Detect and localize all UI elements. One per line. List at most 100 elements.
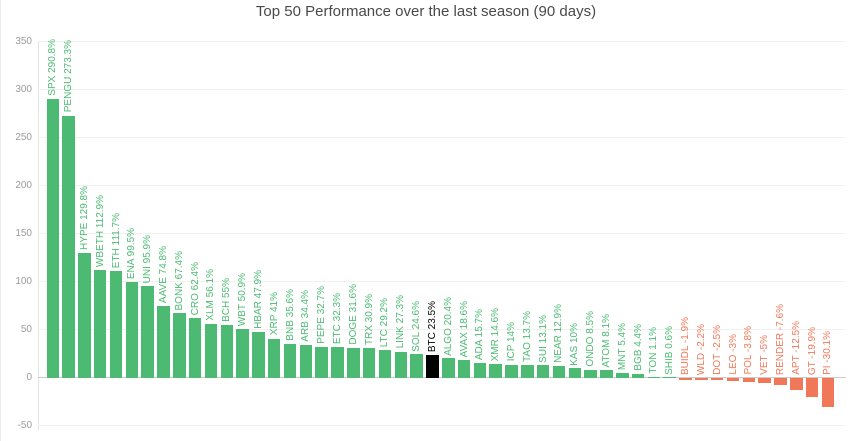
- bar-spx[interactable]: [46, 98, 59, 378]
- y-axis-tick-label: 350: [15, 36, 32, 47]
- bar-icp[interactable]: [505, 364, 518, 378]
- bar-value-label: BUIDL -1.9%: [680, 317, 692, 375]
- gridline: [38, 89, 846, 90]
- bar-bonk[interactable]: [173, 313, 186, 378]
- bar-value-label: LEO -3%: [727, 334, 739, 375]
- y-axis-tick-label: 250: [15, 132, 32, 143]
- gridline: [38, 281, 846, 282]
- gridline: [38, 329, 846, 330]
- bar-value-label: WBETH 112.9%: [94, 194, 106, 267]
- bar-leo[interactable]: [726, 378, 740, 381]
- bar-buidl[interactable]: [679, 378, 692, 380]
- bar-value-label: WBT 50.9%: [237, 272, 249, 327]
- bar-pengu[interactable]: [62, 115, 75, 378]
- bar-arb[interactable]: [299, 344, 313, 378]
- bar-value-label: BNB 35.6%: [284, 289, 296, 341]
- bar-value-label: SHIB 0.6%: [664, 325, 676, 375]
- bar-bch[interactable]: [220, 325, 234, 378]
- bar-kas[interactable]: [568, 368, 582, 378]
- bar-value-label: AVAX 18.6%: [458, 300, 470, 358]
- y-axis-tick-label: 300: [15, 84, 32, 95]
- bar-value-label: AAVE 74.8%: [157, 246, 169, 304]
- bar-value-label: MNT 5.4%: [616, 322, 628, 370]
- bar-value-label: DOGE 31.6%: [347, 284, 359, 345]
- bar-tao[interactable]: [521, 364, 534, 378]
- bar-ada[interactable]: [473, 362, 487, 378]
- bar-apt[interactable]: [790, 378, 803, 390]
- y-axis-tick-label: 200: [15, 180, 32, 191]
- bar-pol[interactable]: [742, 378, 756, 382]
- bar-etc[interactable]: [331, 347, 344, 378]
- bar-value-label: ICP 14%: [506, 322, 518, 362]
- bar-bnb[interactable]: [283, 343, 297, 378]
- bar-atom[interactable]: [600, 370, 613, 378]
- gridline: [38, 425, 846, 426]
- bar-value-label: PEPE 32.7%: [316, 285, 328, 344]
- bar-sui[interactable]: [536, 365, 550, 378]
- gridline: [38, 137, 846, 138]
- bar-xrp[interactable]: [267, 338, 281, 378]
- bar-cro[interactable]: [188, 318, 202, 378]
- bar-bgb[interactable]: [631, 373, 645, 378]
- bar-value-label: ALGO 20.4%: [442, 296, 454, 356]
- chart-title: Top 50 Performance over the last season …: [255, 3, 597, 20]
- bar-value-label: SOL 24.6%: [411, 300, 423, 352]
- bar-algo[interactable]: [442, 358, 455, 378]
- y-axis-tick-label: 100: [15, 276, 32, 287]
- bar-vet[interactable]: [758, 378, 771, 383]
- bar-doge[interactable]: [347, 347, 360, 378]
- y-axis-tick-label: 50: [20, 324, 32, 335]
- bar-value-label: LTC 29.2%: [379, 297, 391, 347]
- bar-value-label: DOT -2.5%: [711, 325, 723, 375]
- gridline: [38, 41, 846, 42]
- bar-value-label: TRX 30.9%: [363, 294, 375, 346]
- bar-hype[interactable]: [78, 253, 91, 378]
- bar-uni[interactable]: [141, 285, 154, 378]
- bar-ena[interactable]: [125, 282, 139, 378]
- bar-wbeth[interactable]: [93, 269, 107, 378]
- bar-value-label: PENGU 273.3%: [63, 40, 75, 113]
- bar-ltc[interactable]: [378, 349, 392, 378]
- bar-btc[interactable]: [426, 355, 439, 378]
- bar-dot[interactable]: [710, 378, 724, 381]
- bar-value-label: SUI 13.1%: [537, 314, 549, 363]
- bar-ton[interactable]: [647, 376, 661, 378]
- bar-aave[interactable]: [157, 306, 170, 378]
- bar-avax[interactable]: [457, 360, 471, 378]
- bar-value-label: NEAR 12.9%: [553, 303, 565, 363]
- bar-value-label: HYPE 129.8%: [78, 186, 90, 251]
- bar-wbt[interactable]: [236, 329, 249, 378]
- bar-gt[interactable]: [805, 378, 819, 398]
- gridline: [38, 233, 846, 234]
- bar-trx[interactable]: [362, 348, 376, 378]
- bar-value-label: ATOM 8.1%: [600, 313, 612, 368]
- bar-value-label: APT -12.5%: [790, 321, 802, 375]
- bar-hbar[interactable]: [252, 332, 265, 378]
- bar-value-label: RENDER -7.6%: [774, 303, 786, 375]
- bar-value-label: XRP 41%: [268, 292, 280, 336]
- bar-ondo[interactable]: [584, 369, 597, 378]
- bar-eth[interactable]: [109, 270, 123, 378]
- bar-shib[interactable]: [663, 377, 676, 378]
- bar-value-label: ARB 34.4%: [300, 290, 312, 342]
- bar-value-label: LINK 27.3%: [395, 295, 407, 349]
- bar-value-label: GT -19.9%: [806, 326, 818, 375]
- bar-mnt[interactable]: [616, 372, 629, 378]
- bar-value-label: SPX 290.8%: [47, 39, 59, 96]
- bar-value-label: XLM 56.1%: [205, 269, 217, 322]
- bar-value-label: CRO 62.4%: [189, 261, 201, 316]
- bar-render[interactable]: [774, 378, 787, 386]
- bar-pi[interactable]: [821, 378, 835, 407]
- bar-sol[interactable]: [410, 354, 423, 378]
- bar-pepe[interactable]: [315, 346, 328, 378]
- bar-near[interactable]: [552, 365, 566, 378]
- bar-wld[interactable]: [695, 378, 708, 381]
- bar-xmr[interactable]: [489, 363, 502, 378]
- y-axis-tick-label: 150: [15, 228, 32, 239]
- bar-value-label: ADA 15.7%: [474, 308, 486, 360]
- bar-value-label: TAO 13.7%: [521, 310, 533, 362]
- bar-link[interactable]: [394, 351, 408, 378]
- bar-xlm[interactable]: [204, 324, 218, 378]
- bar-value-label: ETH 111.7%: [110, 212, 122, 268]
